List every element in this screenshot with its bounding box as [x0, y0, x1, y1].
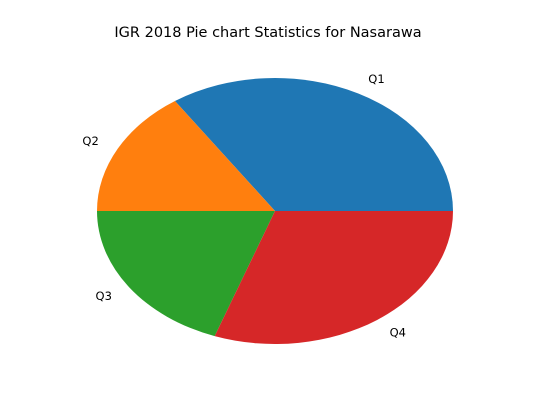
pie-label-q4: Q4: [390, 325, 406, 339]
pie-slice-q2: [97, 101, 275, 211]
pie-slice-q1: [174, 78, 453, 211]
pie-label-q2: Q2: [82, 134, 98, 148]
pie-labels: Q1 Q2 Q3 Q4: [82, 72, 406, 339]
chart-title: IGR 2018 Pie chart Statistics for Nasara…: [114, 25, 421, 41]
pie-label-q3: Q3: [96, 289, 112, 303]
pie-slices: [97, 78, 453, 345]
pie-slice-q3: [97, 211, 275, 337]
pie-slice-q4: [214, 211, 453, 345]
pie-label-q1: Q1: [368, 72, 384, 86]
